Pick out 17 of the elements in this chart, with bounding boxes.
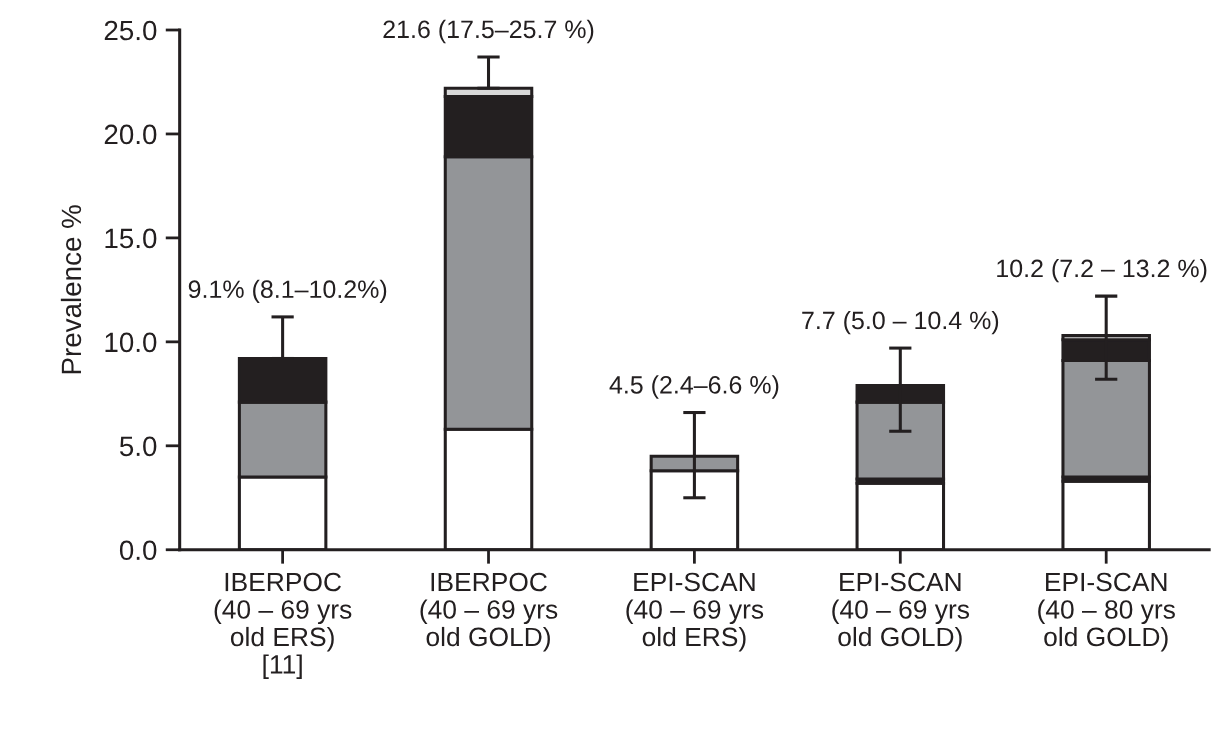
annotation: 21.6 (17.5–25.7 %) xyxy=(383,19,594,44)
y-axis-title: Prevalence % xyxy=(60,205,82,374)
y-tick-label: 10.0 xyxy=(105,332,157,353)
x-tick-label: EPI-SCAN (40 – 80 yrs old GOLD) xyxy=(1038,572,1175,652)
annotation: 9.1% (8.1–10.2%) xyxy=(188,279,387,303)
annotation: 4.5 (2.4–6.6 %) xyxy=(609,375,779,399)
annotation: 10.2 (7.2 – 13.2 %) xyxy=(997,258,1207,283)
y-tick-label: 20.0 xyxy=(104,124,157,145)
y-tick-label: 5.0 xyxy=(119,436,157,457)
y-tick-label: 25.0 xyxy=(104,20,157,41)
y-tick-label: 15.0 xyxy=(105,228,157,249)
annotation: 7.7 (5.0 – 10.4 %) xyxy=(802,310,999,335)
x-tick-label: IBERPOC (40 – 69 yrs old ERS) [11] xyxy=(214,572,352,679)
y-tick-label: 0.0 xyxy=(119,540,157,561)
x-tick-label: IBERPOC (40 – 69 yrs old GOLD) xyxy=(420,572,558,652)
x-tick-label: EPI-SCAN (40 – 69 yrs old GOLD) xyxy=(832,572,970,652)
x-tick-label: EPI-SCAN (40 – 69 yrs old ERS) xyxy=(626,572,764,652)
